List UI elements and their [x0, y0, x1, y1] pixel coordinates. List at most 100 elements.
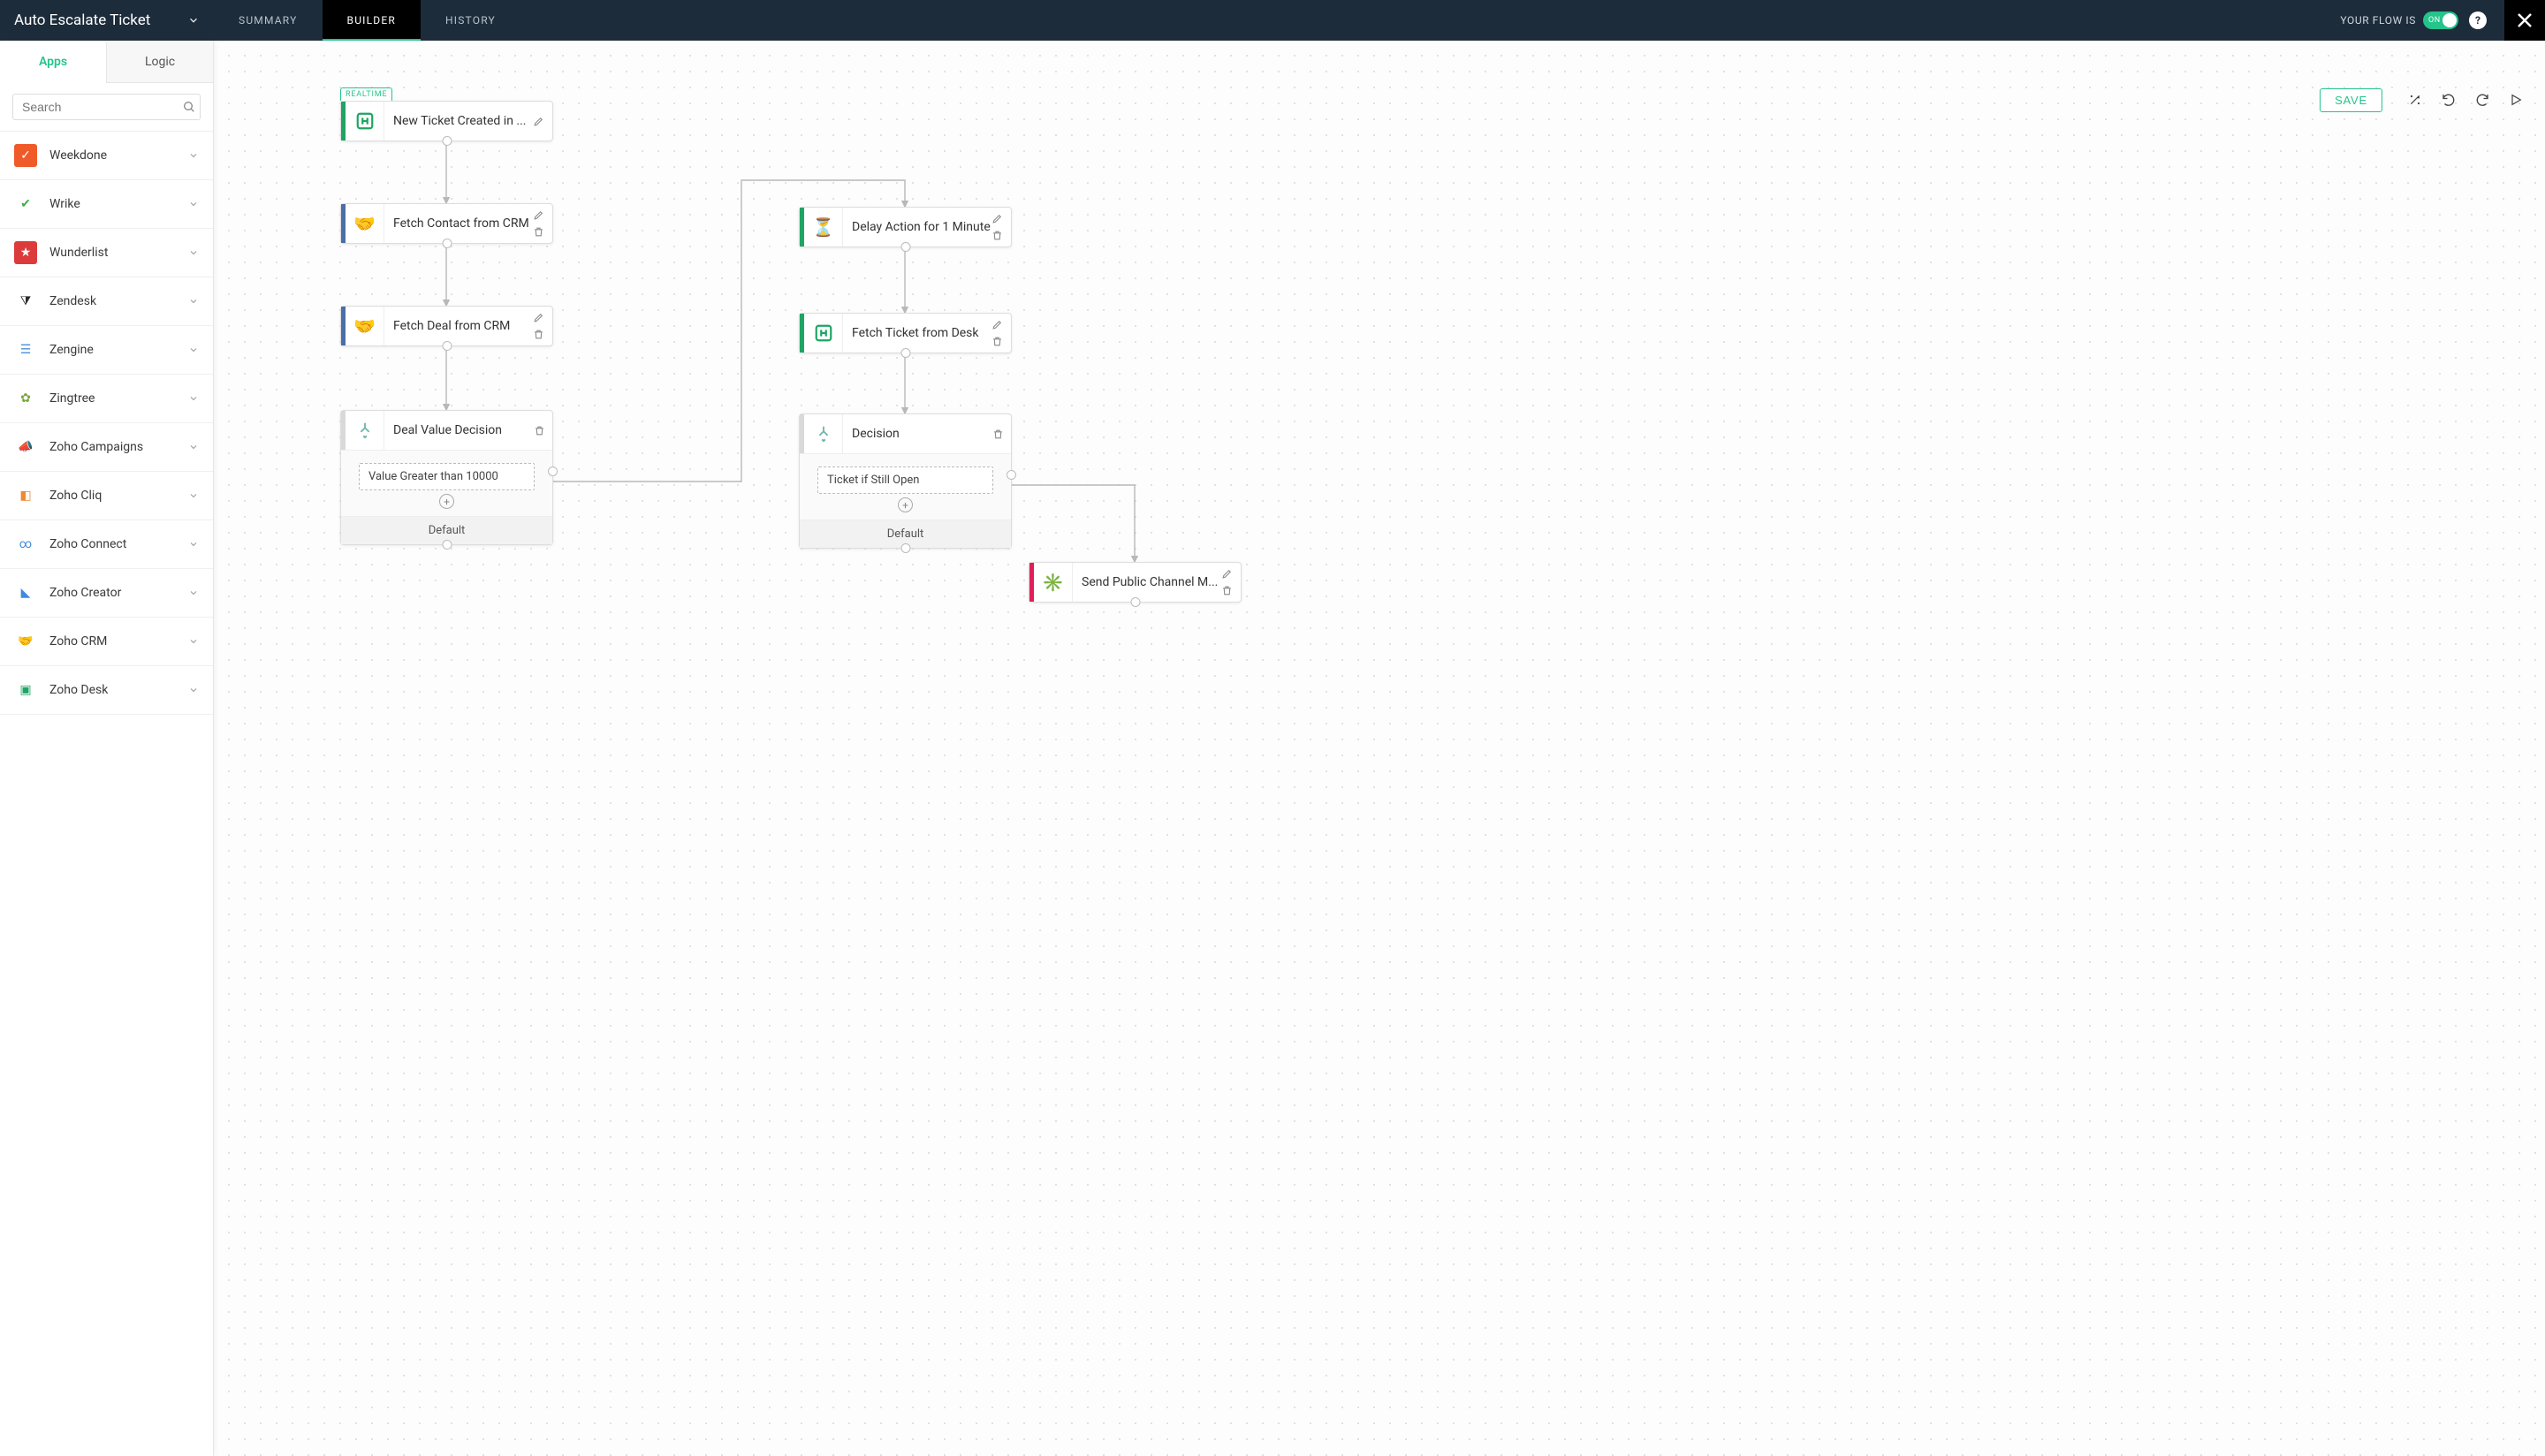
default-branch[interactable]: Default: [800, 519, 1011, 548]
app-item-zengine[interactable]: ☰ Zengine: [0, 326, 213, 375]
node-actions: [531, 411, 552, 450]
delete-icon[interactable]: [991, 336, 1003, 347]
app-name: Zengine: [49, 343, 94, 357]
node-port-bottom[interactable]: [900, 242, 910, 252]
node-port-bottom[interactable]: [442, 136, 452, 146]
default-port[interactable]: [900, 543, 910, 553]
default-branch[interactable]: Default: [341, 516, 552, 544]
edit-icon[interactable]: [991, 213, 1003, 224]
node-actions: [533, 204, 552, 243]
flow-node[interactable]: 🤝 Fetch Contact from CRM: [340, 203, 553, 244]
app-item-zendesk[interactable]: ⧩ Zendesk: [0, 277, 213, 326]
app-icon: ◧: [14, 484, 37, 507]
magic-wand-button[interactable]: [2398, 87, 2432, 113]
node-icon: ⏳: [804, 208, 843, 246]
delete-icon[interactable]: [533, 329, 544, 340]
top-tab-history[interactable]: HISTORY: [421, 0, 520, 41]
edit-icon[interactable]: [991, 319, 1003, 330]
condition-port[interactable]: [548, 466, 558, 476]
app-item-zoho-cliq[interactable]: ◧ Zoho Cliq: [0, 472, 213, 520]
flow-canvas[interactable]: New Ticket Created in ... REALTIME 🤝 Fet…: [214, 41, 2545, 1456]
sidebar-tab-apps[interactable]: Apps: [0, 41, 107, 83]
decision-node[interactable]: Decision Ticket if Still Open + Default: [799, 413, 1012, 549]
edit-icon[interactable]: [533, 116, 544, 127]
redo-button[interactable]: [2465, 87, 2499, 113]
node-port-bottom[interactable]: [442, 239, 452, 248]
save-button[interactable]: SAVE: [2320, 88, 2382, 112]
delete-icon[interactable]: [992, 428, 1004, 440]
top-tab-builder[interactable]: BUILDER: [323, 0, 421, 41]
node-actions: [1221, 563, 1241, 602]
app-name: Wrike: [49, 197, 80, 211]
edit-icon[interactable]: [533, 209, 544, 221]
flow-node[interactable]: Fetch Ticket from Desk: [799, 313, 1012, 353]
app-item-zoho-creator[interactable]: ◣ Zoho Creator: [0, 569, 213, 618]
app-icon: ★: [14, 241, 37, 264]
search-icon: [182, 100, 196, 114]
flow-status-label: YOUR FLOW IS: [2340, 14, 2416, 27]
decision-node[interactable]: Deal Value Decision Value Greater than 1…: [340, 410, 553, 545]
undo-button[interactable]: [2432, 87, 2465, 113]
default-port[interactable]: [442, 540, 452, 550]
decision-icon: [346, 411, 384, 450]
node-port-bottom[interactable]: [442, 341, 452, 351]
node-actions: [990, 414, 1011, 453]
flow-toggle[interactable]: ON: [2423, 11, 2458, 29]
add-condition[interactable]: +: [359, 490, 535, 511]
condition-box[interactable]: Value Greater than 10000: [359, 463, 535, 490]
undo-icon: [2441, 92, 2457, 108]
app-item-zoho-crm[interactable]: 🤝 Zoho CRM: [0, 618, 213, 666]
search-box[interactable]: [12, 94, 201, 120]
edit-icon[interactable]: [1221, 568, 1233, 580]
condition-area: Ticket if Still Open +: [800, 453, 1011, 519]
app-item-zoho-connect[interactable]: ∞ Zoho Connect: [0, 520, 213, 569]
sidebar-tabs: AppsLogic: [0, 41, 213, 83]
flow-node[interactable]: 🤝 Fetch Deal from CRM: [340, 306, 553, 346]
decision-icon: [804, 414, 843, 453]
app-item-zoho-desk[interactable]: ▣ Zoho Desk: [0, 666, 213, 715]
app-name: Zendesk: [49, 294, 96, 308]
decision-title: Decision: [843, 414, 990, 453]
top-right-controls: YOUR FLOW IS ON ?: [2340, 0, 2545, 41]
app-name: Zoho Connect: [49, 537, 126, 551]
redo-icon: [2474, 92, 2490, 108]
delete-icon[interactable]: [1221, 585, 1233, 596]
add-condition[interactable]: +: [817, 494, 993, 514]
delete-icon[interactable]: [534, 425, 545, 436]
app-icon: ☰: [14, 338, 37, 361]
node-label: Fetch Contact from CRM: [384, 204, 533, 243]
app-item-zoho-campaigns[interactable]: 📣 Zoho Campaigns: [0, 423, 213, 472]
app-item-wunderlist[interactable]: ★ Wunderlist: [0, 229, 213, 277]
search-input[interactable]: [22, 100, 182, 114]
app-item-weekdone[interactable]: ✓ Weekdone: [0, 132, 213, 180]
sidebar-tab-logic[interactable]: Logic: [107, 41, 213, 83]
flow-node[interactable]: ✳️ Send Public Channel M...: [1029, 562, 1242, 603]
top-tabs: SUMMARYBUILDERHISTORY: [214, 0, 520, 41]
app-icon: ✓: [14, 144, 37, 167]
flow-title-dropdown[interactable]: Auto Escalate Ticket: [0, 0, 214, 41]
flow-node[interactable]: New Ticket Created in ... REALTIME: [340, 101, 553, 141]
chevron-down-icon: [188, 685, 199, 695]
condition-box[interactable]: Ticket if Still Open: [817, 466, 993, 494]
chevron-down-icon: [188, 296, 199, 307]
chevron-down-icon: [188, 442, 199, 452]
flow-node[interactable]: ⏳ Delay Action for 1 Minute: [799, 207, 1012, 247]
app-item-wrike[interactable]: ✔ Wrike: [0, 180, 213, 229]
edit-icon[interactable]: [533, 312, 544, 323]
app-icon: ✔: [14, 193, 37, 216]
node-port-bottom[interactable]: [1130, 597, 1140, 607]
node-port-bottom[interactable]: [900, 348, 910, 358]
node-actions: [991, 314, 1011, 353]
app-item-zingtree[interactable]: ✿ Zingtree: [0, 375, 213, 423]
delete-icon[interactable]: [533, 226, 544, 238]
delete-icon[interactable]: [991, 230, 1003, 241]
condition-port[interactable]: [1007, 470, 1016, 480]
app-icon: ▣: [14, 679, 37, 701]
app-name: Zoho Campaigns: [49, 440, 143, 454]
run-button[interactable]: [2499, 87, 2533, 113]
top-tab-summary[interactable]: SUMMARY: [214, 0, 323, 41]
node-icon: ✳️: [1034, 563, 1073, 602]
help-button[interactable]: ?: [2469, 11, 2487, 29]
chevron-down-icon: [187, 14, 200, 27]
close-button[interactable]: [2504, 0, 2545, 41]
